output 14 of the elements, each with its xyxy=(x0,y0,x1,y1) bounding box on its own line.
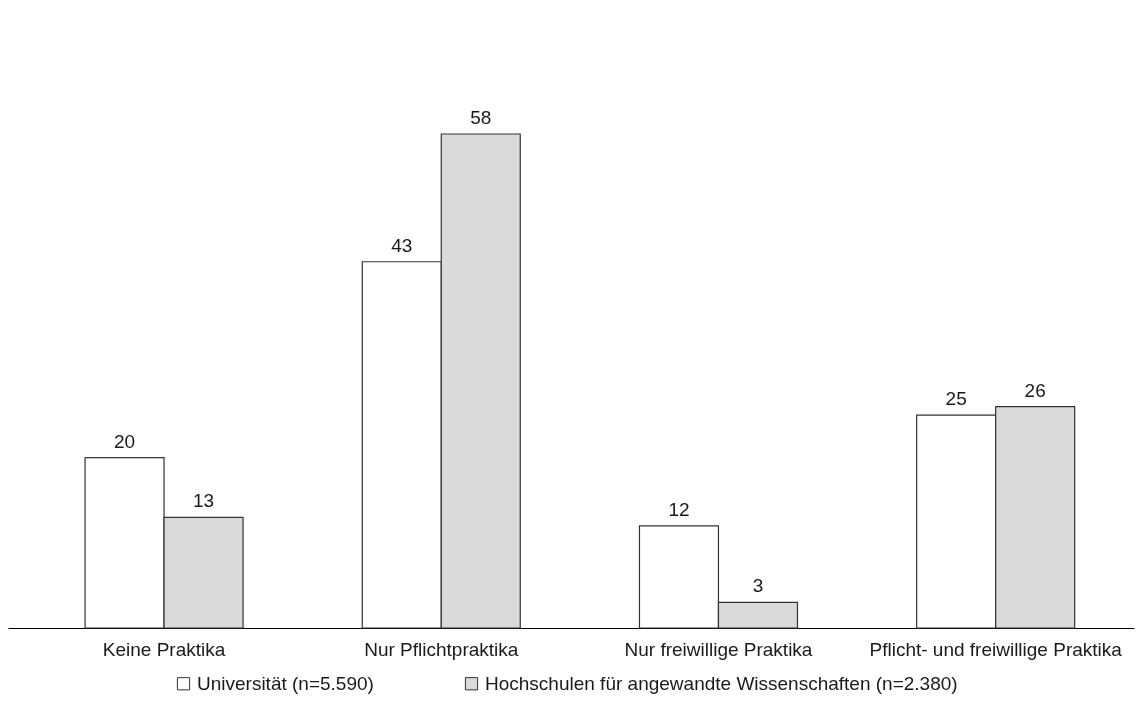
x-tick-label: Pflicht- und freiwillige Praktika xyxy=(869,638,1123,660)
data-label: 26 xyxy=(1024,379,1046,401)
legend-label: Universität (n=5.590) xyxy=(197,672,374,694)
x-tick-label: Nur freiwillige Praktika xyxy=(624,638,813,660)
data-label: 20 xyxy=(113,430,136,452)
data-label: 13 xyxy=(192,490,215,512)
data-label: 12 xyxy=(668,498,690,520)
data-label: 58 xyxy=(470,107,492,128)
data-label: 25 xyxy=(945,388,967,410)
data-label: 3 xyxy=(752,575,764,597)
data-label: 43 xyxy=(391,234,413,256)
x-tick-label: Keine Praktika xyxy=(102,638,226,660)
x-tick-label: Nur Pflichtpraktika xyxy=(364,638,519,660)
legend-label: Hochschulen für angewandte Wissenschaften (n=2.380) xyxy=(485,672,958,694)
